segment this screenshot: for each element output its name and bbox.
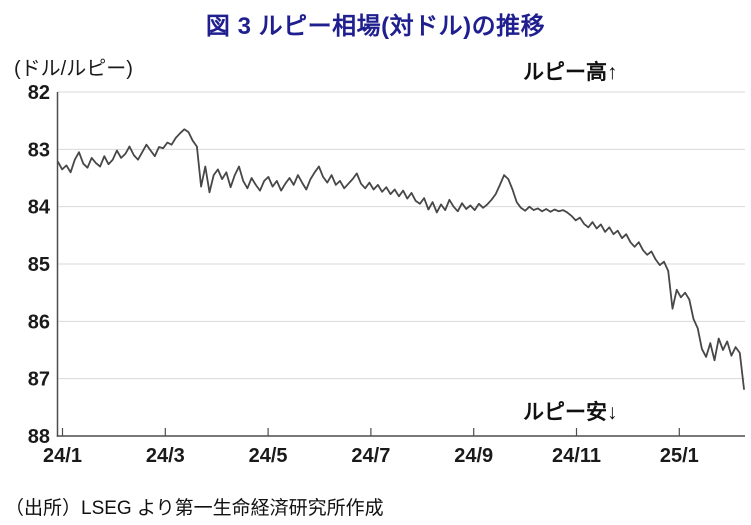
y-tick-label: 82	[28, 82, 50, 104]
x-tick-label: 24/7	[351, 445, 390, 467]
source-note: （出所）LSEG より第一生命経済研究所作成	[5, 498, 384, 519]
price-series-line	[57, 128, 745, 390]
y-tick-label: 87	[28, 369, 50, 391]
x-tick-label: 24/1	[43, 445, 82, 467]
x-tick-label: 24/3	[146, 445, 185, 467]
x-tick-label: 24/5	[249, 445, 288, 467]
y-axis-unit-label: (ドル/ルピー)	[14, 58, 133, 80]
y-tick-label: 85	[28, 254, 50, 276]
x-tick-label: 25/1	[660, 445, 699, 467]
y-tick-label: 83	[28, 139, 50, 161]
chart-title: 図 3 ルピー相場(対ドル)の推移	[205, 13, 546, 40]
y-tick-label: 84	[28, 197, 51, 219]
x-tick-label: 24/11	[552, 445, 601, 467]
y-tick-label: 88	[28, 426, 50, 448]
annotation-rupee-low: ルピー安↓	[523, 401, 618, 424]
x-tick-label: 24/9	[454, 445, 493, 467]
y-tick-label: 86	[28, 311, 50, 333]
annotation-rupee-high: ルピー高↑	[523, 61, 618, 84]
